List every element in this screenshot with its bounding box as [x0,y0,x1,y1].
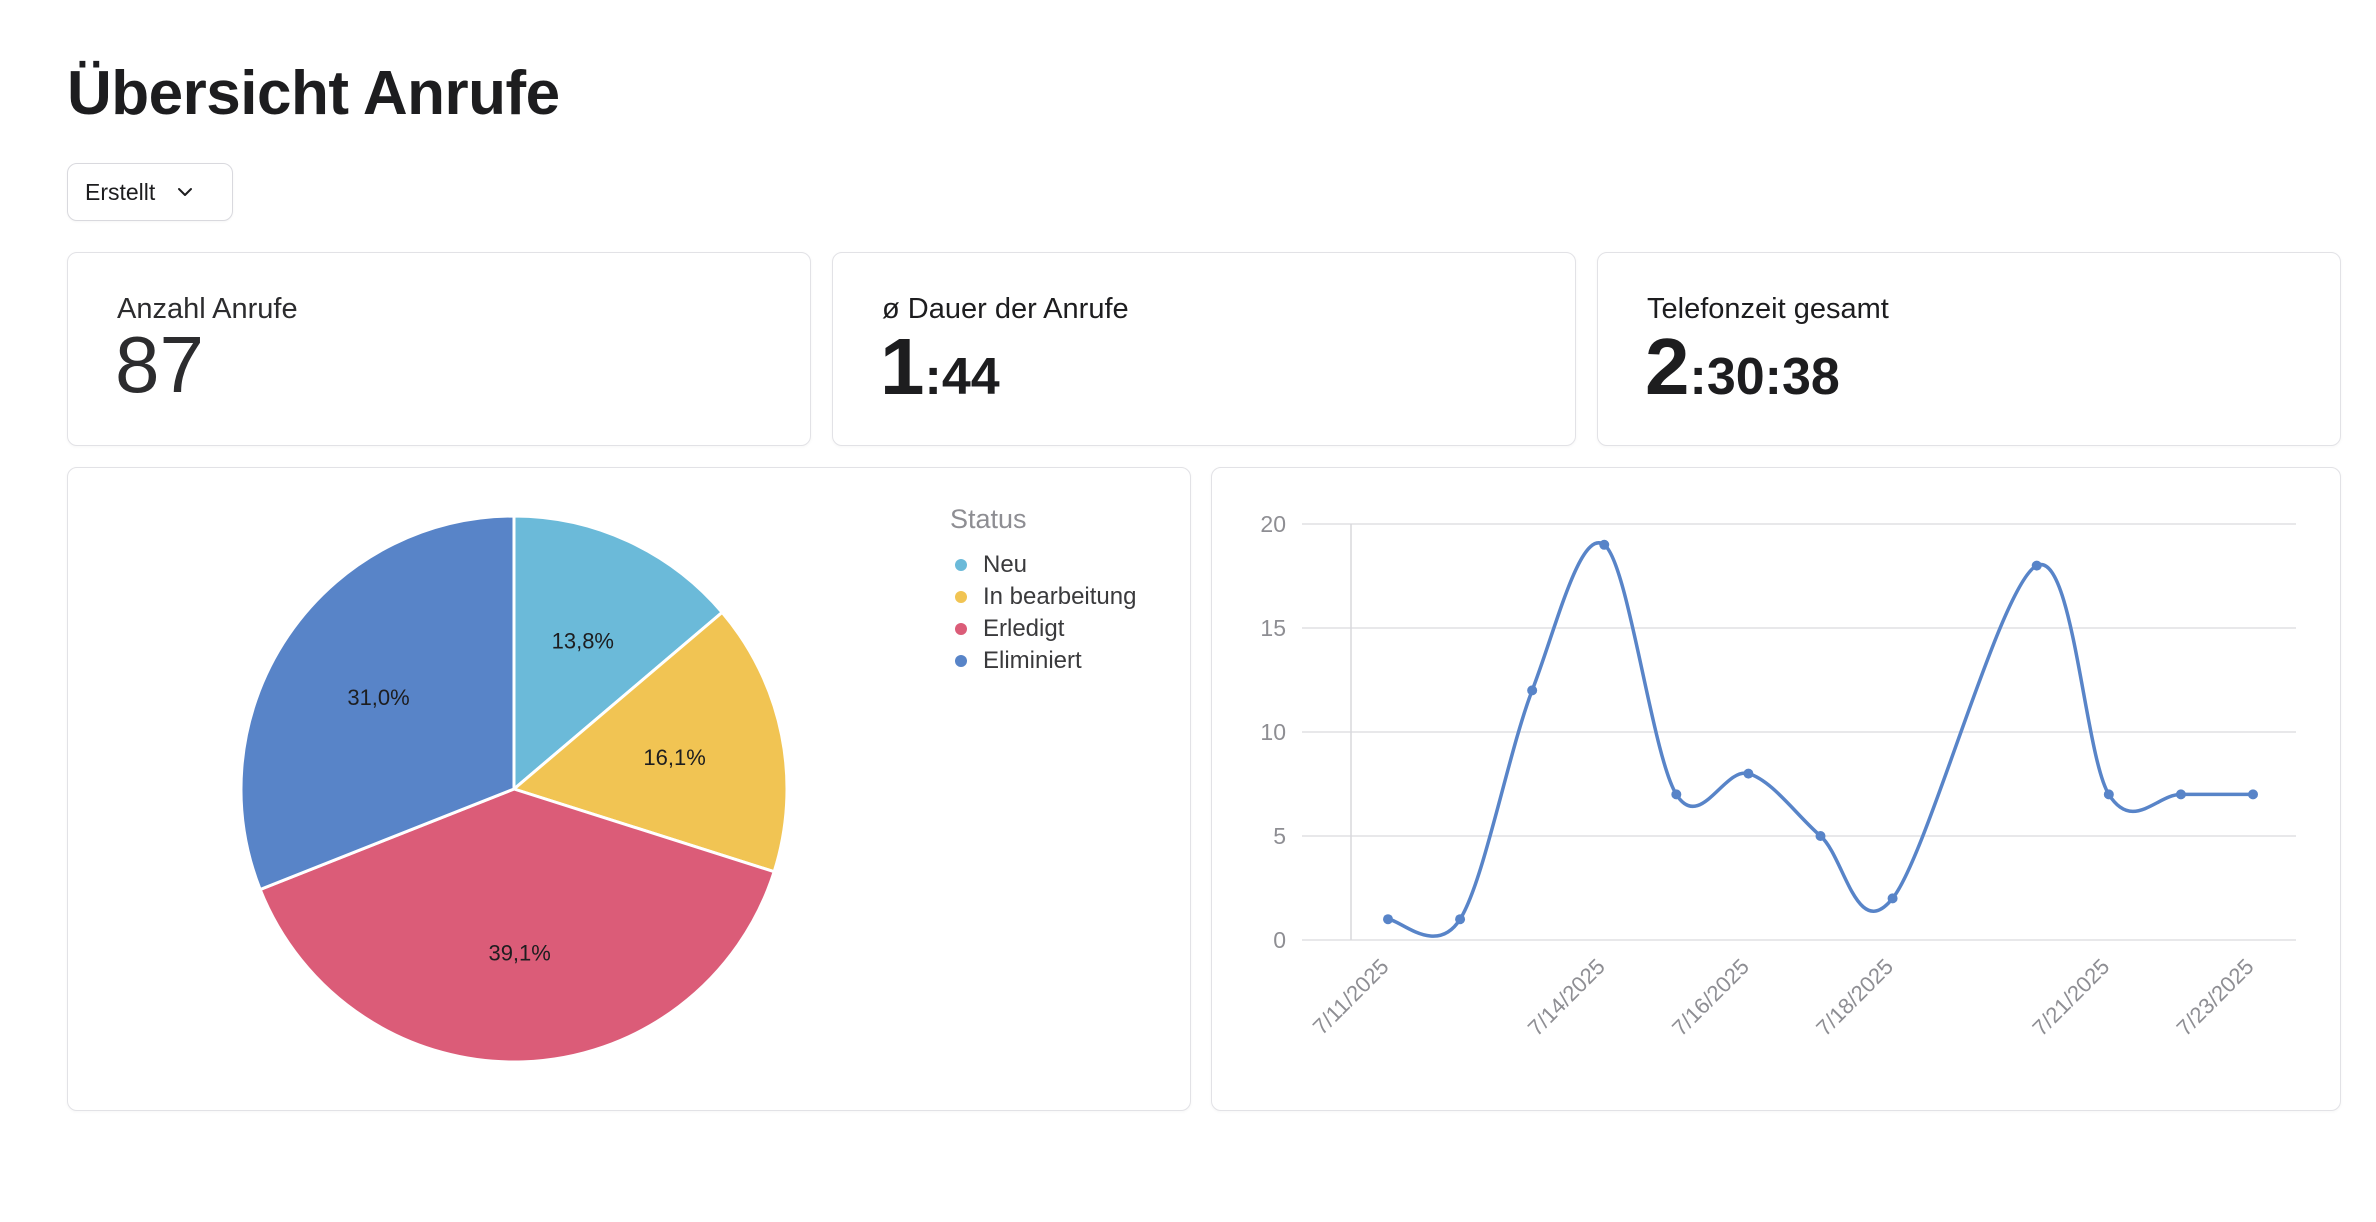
kpi-value: 2:30:38 [1645,327,1840,407]
data-point[interactable] [1671,789,1682,800]
legend-label: Eliminiert [983,647,1082,674]
kpi-card-calls: Anzahl Anrufe 87 [67,252,811,446]
series-line [1387,541,2253,938]
legend-marker [955,559,967,571]
kpi-label: Telefonzeit gesamt [1647,293,1889,325]
date-filter-label: Erstellt [85,178,156,205]
legend-label: In bearbeitung [983,583,1136,610]
kpi-value-major: 1 [880,322,925,411]
data-point[interactable] [2175,789,2186,800]
status-pie-card: 13,8% 16,1% 39,1% 31,0% Status Neu In bearbe… [67,467,1191,1111]
kpi-value: 87 [115,320,204,409]
legend-marker [955,655,967,667]
x-tick-label: 7/16/2025 [1667,954,1754,1041]
y-tick-label: 20 [1260,511,1286,537]
status-pie-chart: 13,8% 16,1% 39,1% 31,0% Status Neu In bearbe… [239,504,1136,1064]
data-point[interactable] [1383,914,1393,925]
pie-slice[interactable] [258,787,777,1064]
pie-data-label: 39,1% [488,941,550,966]
legend-label: Erledigt [983,615,1065,642]
pie-data-label: 31,0% [347,685,409,710]
kpi-card-avg-duration: ø Dauer der Anrufe 1:44 [832,252,1576,446]
data-point[interactable] [2248,789,2258,800]
kpi-label: ø Dauer der Anrufe [882,293,1129,325]
legend-item[interactable]: Eliminiert [955,647,1082,674]
legend-title: Status [950,504,1027,534]
y-tick-label: 0 [1273,927,1286,953]
data-point[interactable] [1743,768,1754,779]
kpi-label: Anzahl Anrufe [117,293,298,325]
chevron-down-icon [178,188,193,196]
legend-item[interactable]: In bearbeitung [955,583,1136,610]
legend-marker [955,623,967,635]
pie-slice[interactable] [512,514,725,793]
kpi-value: 1:44 [880,327,1000,407]
date-filter-dropdown[interactable]: Erstellt [67,163,233,221]
kpi-value-major: 2 [1645,322,1690,411]
kpi-card-total-time: Telefonzeit gesamt 2:30:38 [1597,252,2341,446]
legend-marker [955,591,967,603]
y-tick-label: 10 [1260,719,1286,745]
pie-data-label: 13,8% [552,628,614,653]
data-point[interactable] [1527,685,1538,696]
y-tick-label: 5 [1273,823,1286,849]
x-tick-label: 7/23/2025 [2172,954,2259,1041]
pie-slice[interactable] [239,514,516,892]
data-point[interactable] [1887,893,1898,904]
data-point[interactable] [2103,789,2114,800]
pie-slice[interactable] [510,610,789,874]
data-point[interactable] [1599,539,1610,550]
kpi-value-minor: :30:38 [1689,348,1840,406]
kpi-value-minor: :44 [924,348,1000,406]
calls-line-card: 0 5 10 15 20 7/11/2025 7/14/2025 7/16/2025 7/18… [1211,467,2341,1111]
legend-item[interactable]: Erledigt [955,615,1065,642]
data-point[interactable] [1455,914,1466,925]
pie-data-label: 16,1% [643,745,705,770]
x-tick-label: 7/11/2025 [1308,954,1394,1040]
legend-item[interactable]: Neu [955,551,1027,578]
data-point[interactable] [1815,831,1826,841]
legend-label: Neu [983,551,1027,578]
data-point[interactable] [2031,560,2042,571]
y-tick-label: 15 [1260,615,1286,641]
x-tick-label: 7/14/2025 [1523,954,1610,1041]
x-tick-label: 7/18/2025 [1811,954,1898,1041]
page-title: Übersicht Anrufe [67,59,560,128]
x-tick-label: 7/21/2025 [2027,954,2114,1041]
calls-line-chart: 0 5 10 15 20 7/11/2025 7/14/2025 7/16/2025 7/18… [1260,511,2296,1041]
